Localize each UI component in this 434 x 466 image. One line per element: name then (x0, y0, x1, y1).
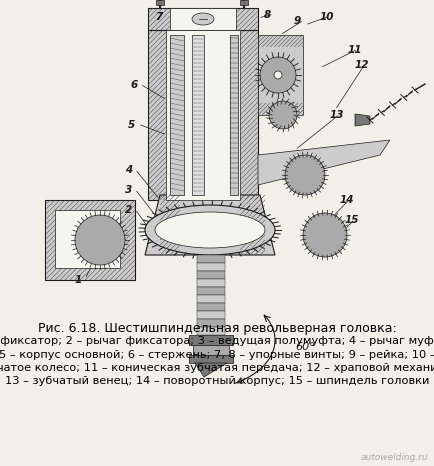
Text: 11: 11 (348, 45, 362, 55)
Text: 15: 15 (345, 215, 359, 225)
Text: 13: 13 (330, 110, 345, 120)
Bar (197, 279, 225, 287)
Bar (197, 327, 225, 335)
Bar (197, 287, 225, 295)
Bar (55, 210, 120, 268)
Polygon shape (258, 140, 390, 185)
Bar (192, 35, 204, 195)
Text: 2: 2 (125, 205, 132, 215)
Text: 14: 14 (340, 195, 355, 205)
Circle shape (303, 213, 347, 257)
Bar (148, 8, 258, 30)
Bar (189, 355, 233, 363)
Ellipse shape (155, 212, 265, 248)
Text: 4: 4 (125, 165, 132, 175)
Text: 3: 3 (125, 185, 132, 195)
Text: 12: 12 (355, 60, 369, 70)
Polygon shape (145, 195, 275, 255)
Bar (170, 35, 184, 195)
Circle shape (274, 71, 282, 79)
Text: 8: 8 (264, 10, 271, 20)
Bar (197, 271, 225, 279)
Bar (197, 255, 225, 263)
Text: зубчатое колесо; 11 – коническая зубчатая передача; 12 – храповой механизм;: зубчатое колесо; 11 – коническая зубчата… (0, 363, 434, 373)
Text: 5 – корпус основной; 6 – стержень; 7, 8 – упорные винты; 9 – рейка; 10 –: 5 – корпус основной; 6 – стержень; 7, 8 … (0, 350, 434, 359)
Text: 10: 10 (320, 12, 335, 22)
Bar (197, 311, 225, 319)
Polygon shape (195, 363, 227, 377)
Text: 6: 6 (130, 80, 137, 90)
Bar (166, 30, 240, 200)
Text: 13 – зубчатый венец; 14 – поворотный корпус; 15 – шпиндель головки: 13 – зубчатый венец; 14 – поворотный кор… (5, 377, 429, 386)
Circle shape (269, 101, 297, 129)
Text: 9: 9 (294, 16, 301, 26)
Bar (240, 0, 248, 5)
Text: 1: 1 (75, 275, 82, 285)
Circle shape (75, 215, 125, 265)
Bar (148, 30, 258, 200)
Polygon shape (355, 114, 370, 126)
Text: autowelding.ru: autowelding.ru (360, 453, 428, 462)
Ellipse shape (192, 13, 214, 25)
Bar (156, 0, 164, 5)
Circle shape (260, 57, 296, 93)
Bar (197, 263, 225, 271)
Bar (193, 345, 229, 355)
Bar (45, 200, 135, 280)
Text: 1 – фиксатор; 2 – рычаг фиксатора; 3 – ведущая полумуфта; 4 – рычаг муфты;: 1 – фиксатор; 2 – рычаг фиксатора; 3 – в… (0, 336, 434, 346)
Bar (197, 295, 225, 303)
Text: Рис. 6.18. Шестишпиндельная револьверная головка:: Рис. 6.18. Шестишпиндельная револьверная… (38, 322, 396, 335)
Text: 5: 5 (128, 120, 135, 130)
Bar (189, 335, 233, 345)
Bar (258, 35, 303, 115)
Bar (197, 319, 225, 327)
Bar (197, 303, 225, 311)
Bar (230, 35, 238, 195)
Bar (170, 8, 236, 30)
Ellipse shape (145, 205, 275, 255)
Circle shape (285, 155, 325, 195)
Text: 7: 7 (155, 12, 162, 22)
Text: 60°: 60° (295, 342, 315, 352)
